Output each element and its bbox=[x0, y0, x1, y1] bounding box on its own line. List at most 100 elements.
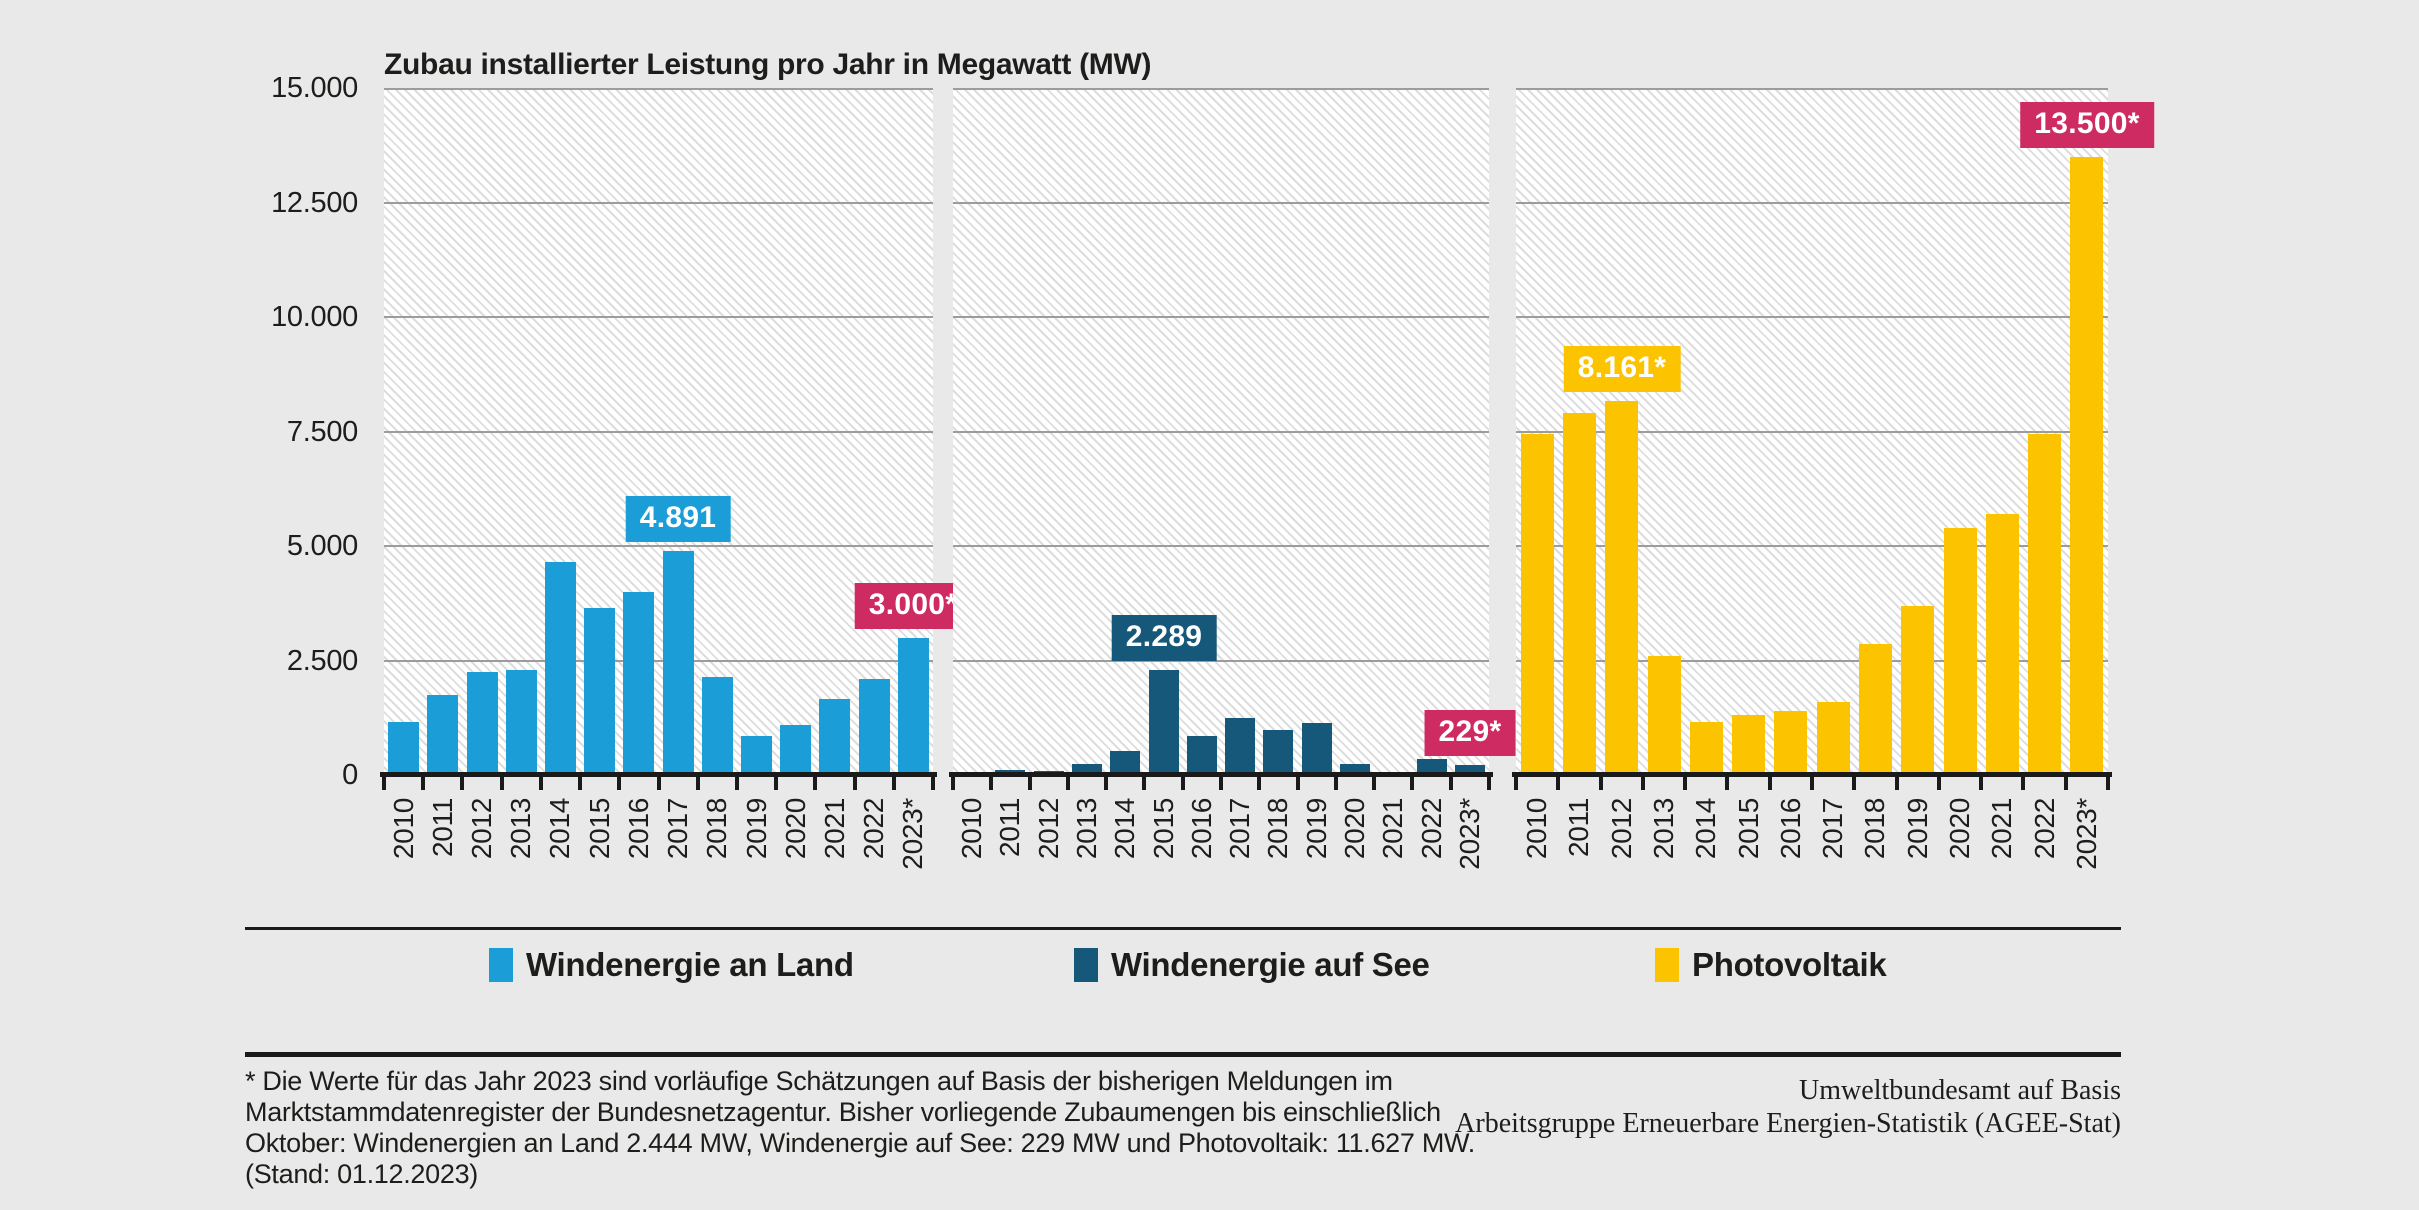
y-axis-tick-label: 2.500 bbox=[286, 644, 358, 677]
x-axis-label-2017: 2017 bbox=[1224, 798, 1255, 860]
x-axis-label-2015: 2015 bbox=[1733, 798, 1764, 860]
x-axis-label-2012: 2012 bbox=[466, 798, 497, 860]
source-attribution: Umweltbundesamt auf Basis Arbeitsgruppe … bbox=[1021, 1074, 2121, 1140]
bar-2019-wind-offshore bbox=[1302, 723, 1332, 775]
x-axis-tick bbox=[1181, 776, 1185, 790]
footnote-line: Marktstammdatenregister der Bundesnetzag… bbox=[245, 1097, 1441, 1127]
x-axis-tick bbox=[1683, 776, 1687, 790]
bar-2018-wind-offshore bbox=[1263, 730, 1293, 775]
legend-item-wind-onshore: Windenergie an Land bbox=[489, 944, 854, 986]
y-axis-tick-label: 10.000 bbox=[271, 301, 358, 333]
gridline bbox=[1516, 88, 2108, 90]
bar-2010-wind-onshore bbox=[388, 722, 419, 775]
y-axis-tick-label: 15.000 bbox=[271, 72, 358, 104]
x-axis-tick bbox=[460, 776, 464, 790]
bar-2012-photovoltaik bbox=[1605, 401, 1638, 775]
footnote-line: (Stand: 01.12.2023) bbox=[245, 1159, 478, 1189]
x-axis-label-2015: 2015 bbox=[1148, 798, 1179, 860]
x-axis-label-2011: 2011 bbox=[427, 798, 458, 858]
x-axis-tick bbox=[1372, 776, 1376, 790]
x-axis-label-2019: 2019 bbox=[1301, 798, 1332, 860]
value-label-8161: 8.161* bbox=[1563, 346, 1681, 392]
x-axis-label-2019: 2019 bbox=[1902, 798, 1933, 860]
legend-separator-line bbox=[245, 927, 2121, 930]
bar-2019-wind-onshore bbox=[741, 736, 772, 775]
x-axis-tick bbox=[2021, 776, 2025, 790]
bar-2017-wind-offshore bbox=[1225, 718, 1255, 775]
x-axis-label-2016: 2016 bbox=[1186, 798, 1217, 860]
x-axis-label-2021: 2021 bbox=[1986, 798, 2017, 860]
photovoltaik-swatch-icon bbox=[1655, 948, 1679, 982]
panel-photovoltaik: 2010 2011 2012 2013 2014 2015 2016 2017 2018 2019… bbox=[1512, 88, 2154, 870]
x-axis-label-2016: 2016 bbox=[623, 798, 654, 860]
bar-2023-wind-onshore bbox=[898, 638, 929, 775]
x-axis-label-2020: 2020 bbox=[780, 798, 811, 860]
x-axis-tick bbox=[1768, 776, 1772, 790]
bar-2015-wind-onshore bbox=[584, 608, 615, 775]
x-axis-tick bbox=[1410, 776, 1414, 790]
panel-wind-onshore: 2010 2011 2012 2013 2014 2015 2016 2017 2018 2019… bbox=[380, 88, 972, 870]
x-axis-tick bbox=[1895, 776, 1899, 790]
bar-2011-wind-onshore bbox=[427, 695, 458, 775]
gridline bbox=[953, 88, 1489, 90]
x-axis-tick bbox=[1449, 776, 1453, 790]
gridline bbox=[953, 430, 1489, 433]
x-axis-label-2017: 2017 bbox=[662, 798, 693, 860]
bar-2015-photovoltaik bbox=[1732, 715, 1765, 775]
x-axis-tick bbox=[1979, 776, 1983, 790]
x-axis-label-2018: 2018 bbox=[1262, 798, 1293, 860]
x-axis-label-2018: 2018 bbox=[1859, 798, 1890, 860]
x-axis-tick bbox=[578, 776, 582, 790]
x-axis-label-2022: 2022 bbox=[858, 798, 889, 860]
x-axis-label-2011: 2011 bbox=[994, 798, 1025, 858]
bar-2014-wind-offshore bbox=[1110, 751, 1140, 775]
x-axis-line bbox=[1512, 772, 2112, 777]
legend-label: Photovoltaik bbox=[1692, 946, 1887, 983]
x-axis-tick bbox=[1810, 776, 1814, 790]
x-axis-tick bbox=[735, 776, 739, 790]
bar-2013-wind-offshore bbox=[1072, 764, 1102, 775]
x-axis-label-2017: 2017 bbox=[1817, 798, 1848, 860]
x-axis-label-2014: 2014 bbox=[544, 798, 575, 860]
bar-2022-wind-onshore bbox=[859, 679, 890, 775]
bar-2014-photovoltaik bbox=[1690, 722, 1723, 775]
gridline bbox=[953, 201, 1489, 204]
x-axis-tick bbox=[1487, 776, 1491, 790]
bar-2022-wind-offshore bbox=[1417, 759, 1447, 775]
gridline bbox=[384, 201, 933, 204]
bar-2019-photovoltaik bbox=[1901, 606, 1934, 775]
x-axis-tick bbox=[1937, 776, 1941, 790]
bar-2014-wind-onshore bbox=[545, 562, 576, 775]
x-axis-label-2014: 2014 bbox=[1109, 798, 1140, 860]
legend-label: Windenergie auf See bbox=[1111, 946, 1430, 983]
x-axis-tick bbox=[1257, 776, 1261, 790]
source-line: Arbeitsgruppe Erneuerbare Energien-Stati… bbox=[1455, 1108, 2121, 1139]
x-axis-line bbox=[949, 772, 1493, 777]
value-label-2289: 2.289 bbox=[1111, 615, 1217, 661]
x-axis-label-2014: 2014 bbox=[1690, 798, 1721, 860]
gridline bbox=[384, 316, 933, 318]
x-axis-tick bbox=[774, 776, 778, 790]
x-axis-label-2021: 2021 bbox=[819, 798, 850, 860]
x-axis-tick bbox=[1219, 776, 1223, 790]
gridline bbox=[953, 659, 1489, 662]
footnote: * Die Werte für das Jahr 2023 sind vorlä… bbox=[245, 1066, 1475, 1190]
y-axis-tick-label: 12.500 bbox=[271, 186, 358, 219]
y-axis-tick-label: 5.000 bbox=[286, 530, 358, 562]
gridline bbox=[1516, 430, 2108, 433]
footer-separator-line bbox=[245, 1052, 2121, 1057]
bar-2017-wind-onshore bbox=[663, 551, 694, 775]
x-axis-tick bbox=[1334, 776, 1338, 790]
footnote-line: Oktober: Windenergien an Land 2.444 MW, … bbox=[245, 1128, 1475, 1158]
x-axis-label-2023: 2023* bbox=[1454, 798, 1485, 870]
gridline bbox=[1516, 659, 2108, 662]
bar-2016-wind-onshore bbox=[623, 592, 654, 775]
x-axis-tick bbox=[1556, 776, 1560, 790]
y-axis-tick-label: 0 bbox=[342, 759, 358, 791]
x-axis-label-2023: 2023* bbox=[897, 798, 928, 870]
value-label-3000: 3.000* bbox=[854, 583, 972, 629]
bar-2017-photovoltaik bbox=[1817, 702, 1850, 775]
x-axis-tick bbox=[500, 776, 504, 790]
bar-2020-wind-onshore bbox=[780, 725, 811, 775]
